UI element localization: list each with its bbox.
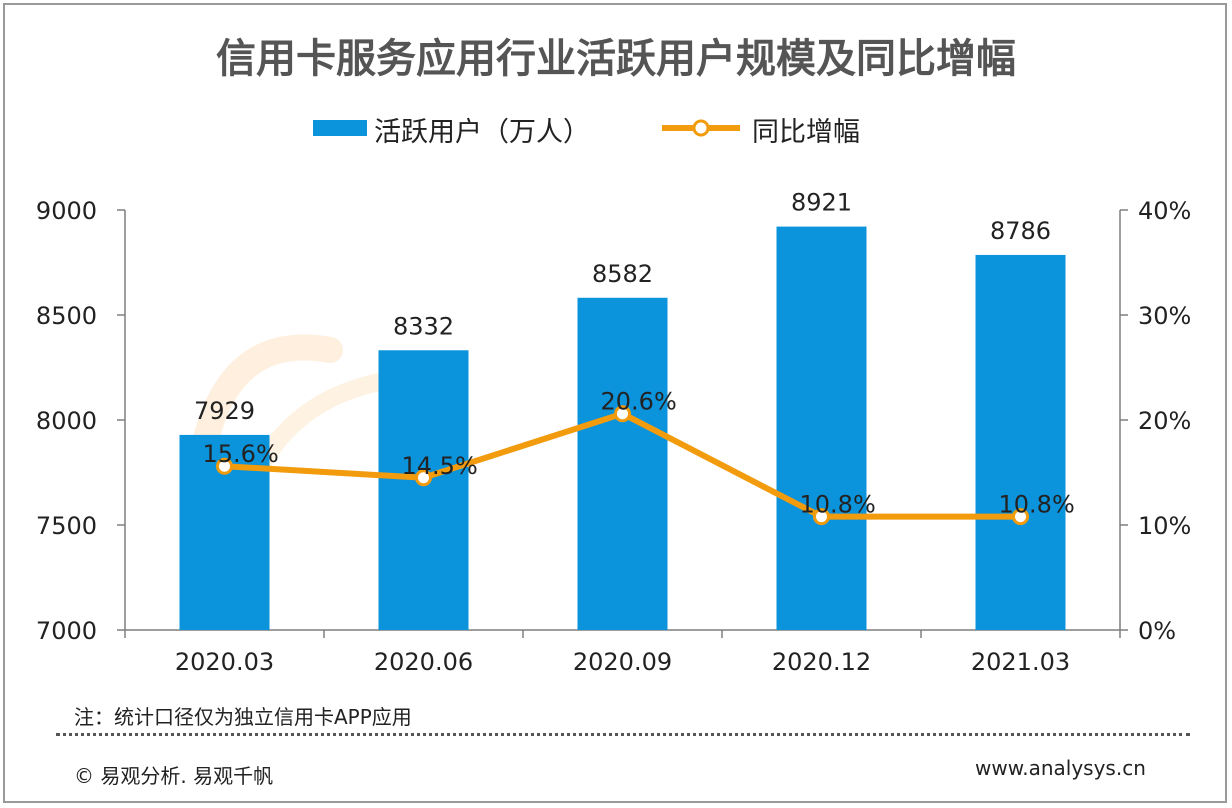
legend-bar-label: 活跃用户（万人） — [374, 117, 590, 148]
legend-line-label: 同比增幅 — [752, 117, 860, 148]
legend: 活跃用户（万人） 同比增幅 — [0, 110, 1232, 148]
legend-line-swatch — [662, 119, 740, 137]
growth-point — [813, 508, 830, 526]
bar-value-label: 8582 — [592, 260, 653, 288]
x-tick-label: 2020.09 — [573, 648, 672, 676]
y-left-tick-label: 8000 — [36, 407, 97, 435]
bar-value-label: 8921 — [791, 189, 852, 217]
x-tick-label: 2021.03 — [971, 648, 1070, 676]
y-right-tick-label: 20% — [1138, 407, 1191, 435]
y-right-tick-label: 0% — [1138, 617, 1176, 645]
y-left-tick-label: 7500 — [36, 512, 97, 540]
y-right-tick-label: 10% — [1138, 512, 1191, 540]
bar-value-label: 8786 — [990, 217, 1051, 245]
growth-value-label: 10.8% — [999, 491, 1075, 519]
growth-point — [415, 469, 432, 487]
y-left-tick-label: 9000 — [36, 197, 97, 225]
y-right-tick-label: 40% — [1138, 197, 1191, 225]
combo-chart: 7000 7500 8000 8500 9000 0% 10% 20% 30% 40% 7929 83… — [36, 189, 1191, 676]
bar-value-label: 8332 — [393, 312, 454, 340]
copyright-text: © 易观分析. 易观千帆 — [74, 764, 274, 788]
growth-value-label: 10.8% — [800, 491, 876, 519]
y-right-tick-label: 30% — [1138, 302, 1191, 330]
x-tick-label: 2020.03 — [175, 648, 274, 676]
growth-point — [1012, 508, 1029, 526]
bar — [577, 297, 668, 630]
chart-title: 信用卡服务应用行业活跃用户规模及同比增幅 — [216, 36, 1016, 82]
bar — [776, 226, 867, 630]
y-left-tick-label: 7000 — [36, 617, 97, 645]
chart-frame — [3, 3, 1227, 803]
footer-divider — [56, 733, 1190, 736]
growth-value-label: 14.5% — [402, 452, 478, 480]
bar-value-label: 7929 — [194, 397, 255, 425]
growth-point — [614, 405, 631, 423]
y-left-tick-label: 8500 — [36, 302, 97, 330]
legend-bar-swatch — [313, 120, 367, 136]
website-link[interactable]: www.analysys.cn — [975, 756, 1146, 780]
x-tick-label: 2020.12 — [772, 648, 871, 676]
bar — [975, 254, 1066, 630]
bar — [378, 350, 469, 630]
growth-value-label: 20.6% — [601, 388, 677, 416]
growth-value-label: 15.6% — [203, 440, 279, 468]
footnote: 注：统计口径仅为独立信用卡APP应用 — [74, 705, 412, 729]
x-tick-label: 2020.06 — [374, 648, 473, 676]
growth-point — [216, 457, 233, 475]
